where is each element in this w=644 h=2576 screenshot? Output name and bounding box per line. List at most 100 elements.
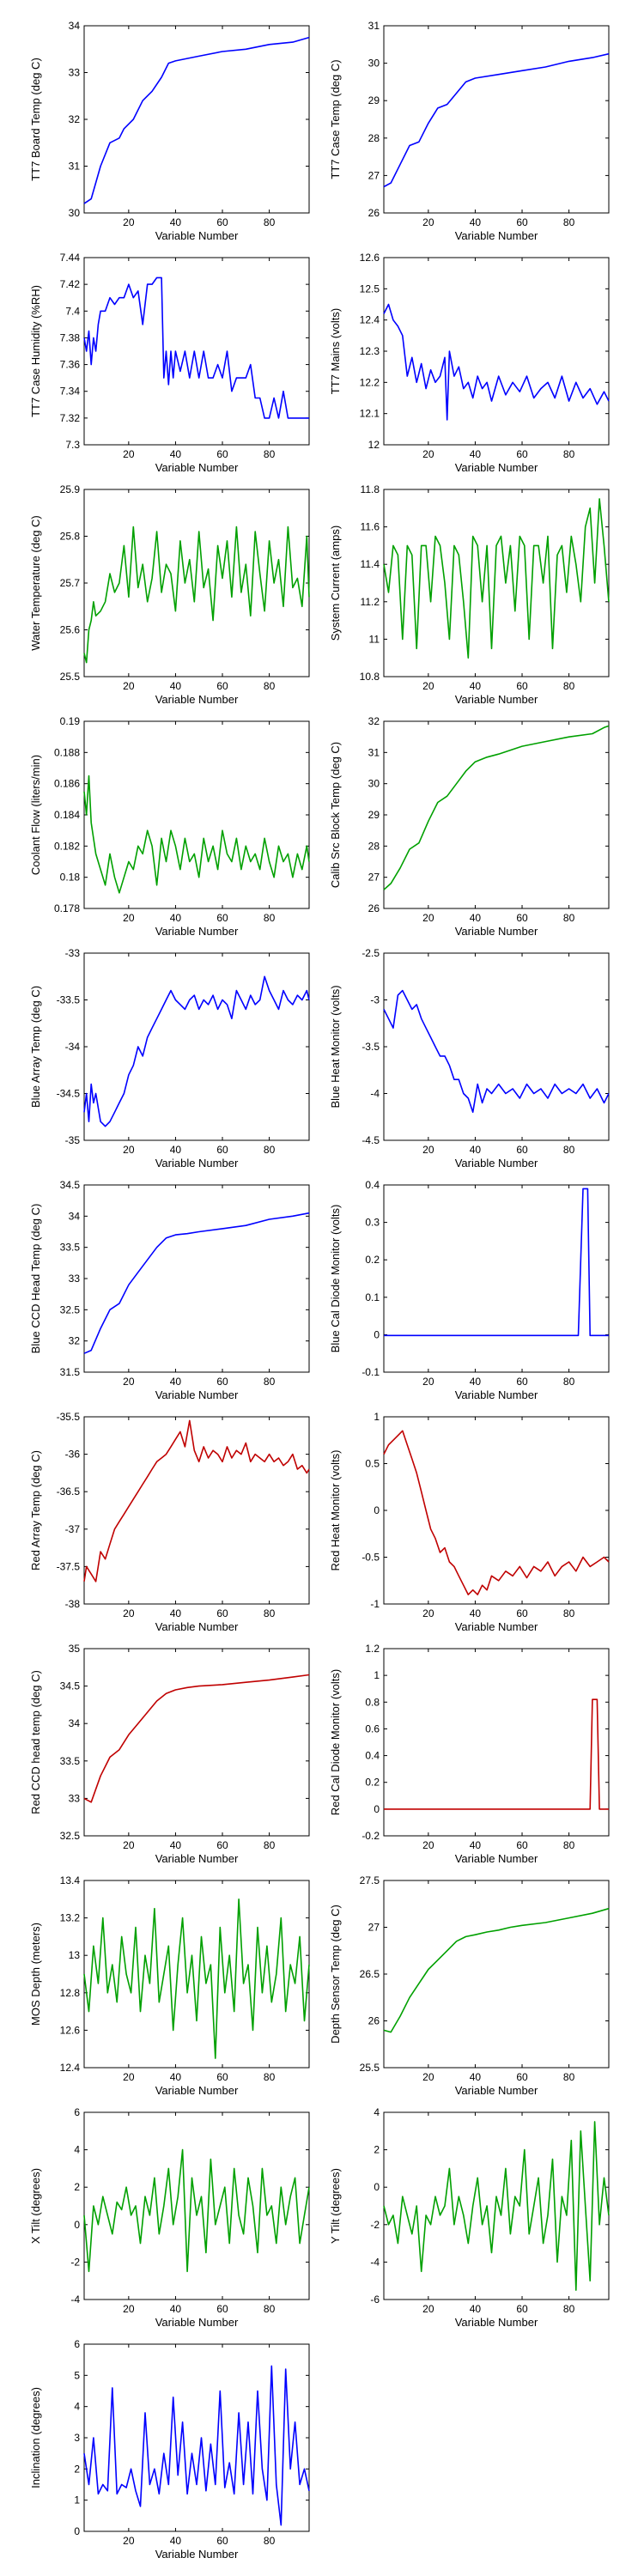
y-tick-label: 31.5 xyxy=(60,1366,81,1378)
y-tick-label: -3.5 xyxy=(361,1041,380,1053)
y-tick-label: 12.5 xyxy=(360,283,380,295)
series-line xyxy=(83,2365,310,2526)
x-tick-label: 60 xyxy=(516,1839,528,1851)
x-tick-label: 40 xyxy=(170,1144,182,1156)
y-tick-label: 25.8 xyxy=(60,531,81,543)
y-tick-label: -0.2 xyxy=(361,1830,380,1842)
x-axis-label: Variable Number xyxy=(155,1620,239,1633)
y-tick-label: 0 xyxy=(374,1328,380,1340)
x-tick-label: 40 xyxy=(470,216,482,228)
x-tick-label: 60 xyxy=(516,2303,528,2315)
x-tick-label: 40 xyxy=(170,448,182,460)
series-line xyxy=(83,1212,310,1354)
plot-frame xyxy=(383,952,610,1141)
x-tick-label: 60 xyxy=(216,1607,228,1619)
y-axis-label: TT7 Mains (volts) xyxy=(329,308,342,394)
chart-panel: 20 40 60 80 -0.1 0 0.1 0.2 0.3 0.4 Variable Number… xyxy=(329,1179,610,1401)
x-axis-label: Variable Number xyxy=(155,693,239,706)
x-tick-label: 20 xyxy=(422,680,434,692)
x-axis-label: Variable Number xyxy=(155,461,239,474)
y-tick-label: 7.36 xyxy=(60,359,81,371)
chart-panel: 20 40 60 80 25.5 26 26.5 27 27.5 Variable Number D… xyxy=(329,1874,610,2097)
plot-frame xyxy=(383,1184,610,1373)
x-tick-label: 40 xyxy=(470,1376,482,1388)
x-tick-label: 80 xyxy=(563,2071,575,2083)
x-tick-label: 40 xyxy=(170,2535,182,2547)
y-tick-label: 13.2 xyxy=(60,1912,81,1924)
y-tick-label: 13.4 xyxy=(60,1874,81,1886)
series-line xyxy=(384,1698,609,1810)
y-tick-label: 7.34 xyxy=(60,386,81,398)
y-tick-label: 32 xyxy=(368,715,380,727)
x-tick-label: 60 xyxy=(216,2535,228,2547)
y-tick-label: 0 xyxy=(374,1504,380,1516)
y-tick-label: 0.6 xyxy=(365,1722,380,1735)
series-line xyxy=(383,989,610,1114)
x-tick-label: 80 xyxy=(563,1607,575,1619)
x-tick-label: 80 xyxy=(264,448,276,460)
y-tick-label: 1 xyxy=(374,1669,380,1681)
y-tick-label: 13 xyxy=(69,1949,81,1961)
y-axis-label: Red CCD head temp (deg C) xyxy=(29,1670,42,1814)
x-tick-label: 40 xyxy=(170,216,182,228)
x-axis-label: Variable Number xyxy=(455,693,538,706)
y-tick-label: -2 xyxy=(370,2219,380,2231)
y-axis-label: TT7 Board Temp (deg C) xyxy=(29,58,42,181)
y-tick-label: 7.38 xyxy=(60,331,81,343)
plot-frame xyxy=(383,257,610,446)
y-tick-label: -33.5 xyxy=(57,994,81,1006)
chart-panel: 20 40 60 80 -35 -34.5 -34 -33.5 -33 Variable Numb… xyxy=(29,947,310,1170)
y-tick-label: -3 xyxy=(370,994,380,1006)
plot-frame xyxy=(83,257,310,446)
x-tick-label: 60 xyxy=(516,1376,528,1388)
y-axis-label: TT7 Case Temp (deg C) xyxy=(329,59,342,179)
chart-panel: 20 40 60 80 0 1 2 3 4 5 6 Variable Number Inclinatio… xyxy=(29,2338,310,2561)
x-tick-label: 60 xyxy=(516,2071,528,2083)
x-tick-label: 20 xyxy=(422,2303,434,2315)
y-tick-label: -4 xyxy=(70,2293,80,2306)
series-line xyxy=(83,276,309,419)
y-tick-label: 1.2 xyxy=(365,1643,380,1655)
y-tick-label: -38 xyxy=(65,1598,81,1610)
y-tick-label: 33.5 xyxy=(60,1242,81,1254)
y-tick-label: -0.1 xyxy=(361,1366,380,1378)
y-tick-label: 32 xyxy=(69,113,81,125)
x-tick-label: 20 xyxy=(422,1144,434,1156)
plot-frame xyxy=(383,1880,610,2069)
chart-panel: 20 40 60 80 7.3 7.32 7.34 7.36 7.38 7.4 7.42 7.44 Va… xyxy=(29,252,310,474)
series-line xyxy=(83,1674,310,1803)
y-tick-label: 6 xyxy=(74,2106,80,2118)
y-tick-label: 29 xyxy=(368,94,380,106)
x-tick-label: 80 xyxy=(264,2071,276,2083)
x-tick-label: 20 xyxy=(123,1376,135,1388)
y-tick-label: 12.3 xyxy=(360,345,380,357)
y-axis-label: Coolant Flow (liters/min) xyxy=(29,755,42,875)
y-tick-label: 32.5 xyxy=(60,1830,81,1842)
y-tick-label: 0.2 xyxy=(365,1254,380,1266)
y-tick-label: 25.9 xyxy=(60,483,81,495)
y-tick-label: 7.4 xyxy=(65,305,80,317)
x-axis-label: Variable Number xyxy=(155,925,239,938)
x-tick-label: 40 xyxy=(470,1607,482,1619)
y-tick-label: 25.5 xyxy=(360,2062,380,2074)
plot-frame xyxy=(83,2343,310,2532)
y-tick-label: -6 xyxy=(370,2293,380,2306)
y-tick-label: 34.5 xyxy=(60,1179,81,1191)
x-tick-label: 80 xyxy=(264,912,276,924)
x-axis-label: Variable Number xyxy=(455,2084,538,2097)
x-axis-label: Variable Number xyxy=(155,1852,239,1865)
y-tick-label: 30 xyxy=(69,207,81,219)
y-tick-label: 12.4 xyxy=(60,2062,81,2074)
x-tick-label: 80 xyxy=(563,2303,575,2315)
y-axis-label: Y Tilt (degrees) xyxy=(329,2168,342,2244)
x-axis-label: Variable Number xyxy=(455,1157,538,1170)
chart-panel: 20 40 60 80 -1 -0.5 0 0.5 1 Variable Number Red He… xyxy=(329,1411,610,1633)
x-tick-label: 20 xyxy=(123,912,135,924)
plot-frame xyxy=(83,25,310,214)
y-tick-label: 26 xyxy=(368,207,380,219)
y-tick-label: 29 xyxy=(368,809,380,821)
x-tick-label: 80 xyxy=(264,1839,276,1851)
x-tick-label: 40 xyxy=(170,1839,182,1851)
series-line xyxy=(383,725,610,890)
